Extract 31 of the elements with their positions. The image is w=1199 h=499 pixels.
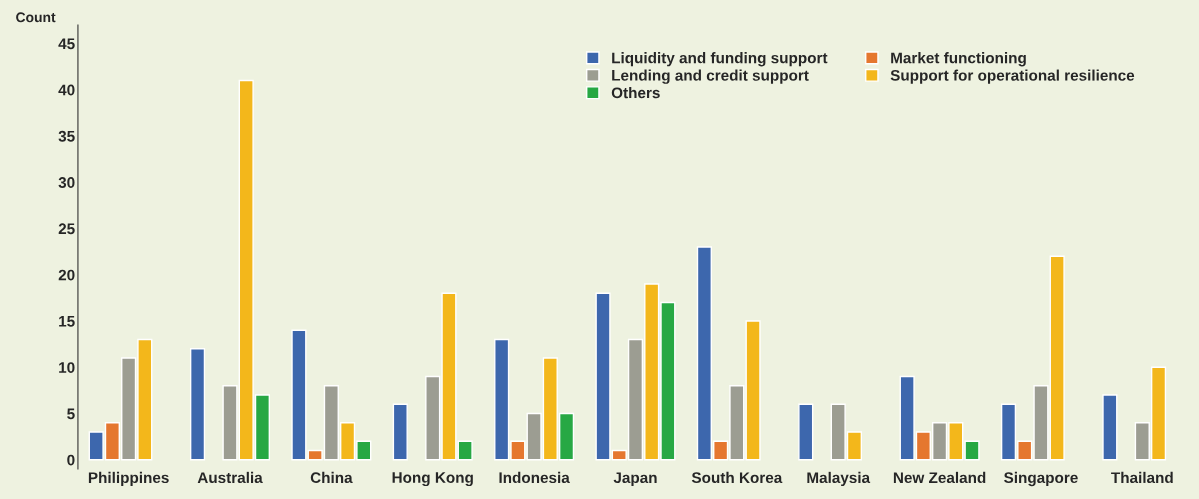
legend-label: Support for operational resilience <box>890 69 1135 84</box>
y-tick-label: 35 <box>58 130 75 142</box>
x-tick-label: South Korea <box>691 471 783 484</box>
y-tick-label: 0 <box>67 454 75 466</box>
y-tick-label: 25 <box>58 223 75 235</box>
x-tick-label: Australia <box>197 471 263 484</box>
bar <box>189 348 206 461</box>
y-tick-label: 20 <box>58 269 75 281</box>
bar <box>798 403 814 461</box>
x-tick-label: China <box>310 471 353 484</box>
legend-label: Others <box>611 87 660 99</box>
y-tick-label: 15 <box>59 316 75 327</box>
x-tick-label: Thailand <box>1111 471 1173 484</box>
y-tick-label: 5 <box>67 408 75 420</box>
x-tick-label: Philippines <box>88 471 169 487</box>
y-tick-label: 30 <box>58 177 75 188</box>
x-tick-label: Hong Kong <box>392 472 473 487</box>
legend-label: Liquidity and funding support <box>612 52 828 67</box>
legend-label: Market functioning <box>891 52 1026 67</box>
x-tick-label: New Zealand <box>893 471 986 484</box>
bar <box>1102 394 1118 461</box>
bar <box>392 403 408 461</box>
y-tick-label: 10 <box>59 362 75 373</box>
y-tick-label: 40 <box>58 84 75 96</box>
x-tick-label: Singapore <box>1004 471 1078 487</box>
y-axis-title: Count <box>16 12 56 23</box>
x-tick-label: Malaysia <box>807 471 871 487</box>
x-tick-label: Japan <box>613 472 657 487</box>
y-tick-label: 45 <box>58 38 75 50</box>
x-tick-label: Indonesia <box>499 471 570 484</box>
legend-label: Lending and credit support <box>612 69 809 84</box>
